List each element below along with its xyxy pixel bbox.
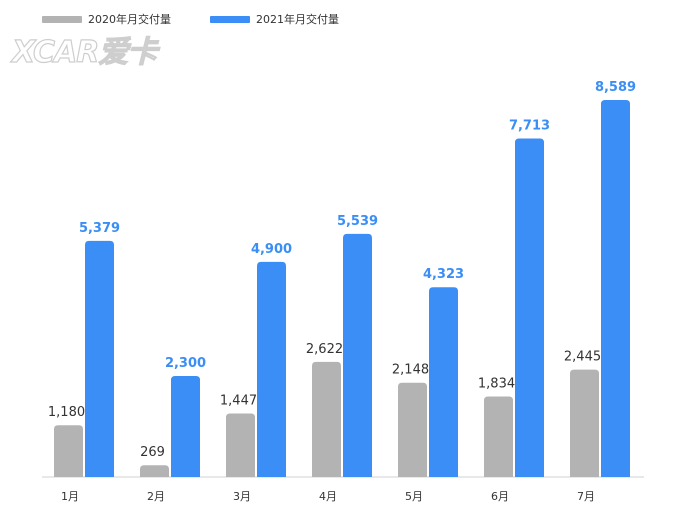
value-label-2020-2: 269 (140, 445, 165, 460)
value-label-2021-5: 4,323 (423, 267, 464, 282)
value-label-2021-4: 5,539 (337, 214, 378, 229)
bar-2020-5 (398, 382, 427, 477)
bar-group-1: 1,180 5,379 (48, 221, 120, 477)
bar-group-3: 1,447 4,900 (220, 242, 292, 477)
value-label-2020-1: 1,180 (48, 405, 85, 420)
legend-swatch-2021 (210, 16, 250, 23)
bar-2020-3 (226, 413, 255, 477)
bar-2021-2 (171, 376, 200, 477)
value-label-2021-7: 8,589 (595, 80, 636, 95)
x-tick-5: 5月 (405, 490, 423, 503)
x-tick-1: 1月 (61, 490, 79, 503)
bar-2021-1 (85, 240, 114, 477)
bar-2021-3 (257, 261, 286, 477)
legend-label-2020: 2020年月交付量 (88, 12, 171, 26)
x-tick-3: 3月 (233, 490, 251, 503)
value-label-2020-5: 2,148 (392, 363, 429, 378)
value-label-2020-4: 2,622 (306, 342, 343, 357)
bar-2021-6 (515, 138, 544, 478)
bar-2021-5 (429, 287, 458, 477)
bar-2020-4 (312, 361, 341, 477)
bar-group-5: 2,148 4,323 (392, 267, 464, 477)
value-label-2021-1: 5,379 (79, 221, 120, 236)
bar-2020-7 (570, 369, 599, 477)
x-tick-7: 7月 (577, 490, 595, 503)
watermark-text: XCAR爱卡 (10, 35, 160, 70)
bar-2020-6 (484, 396, 513, 477)
x-tick-2: 2月 (147, 490, 165, 503)
value-label-2020-7: 2,445 (564, 350, 601, 365)
bar-2021-4 (343, 233, 372, 477)
bar-groups: 1,1805,3792692,3001,4474,9002,6225,5392,… (48, 80, 636, 478)
x-tick-4: 4月 (319, 490, 337, 503)
bar-2020-1 (54, 425, 83, 477)
value-label-2020-3: 1,447 (220, 393, 257, 408)
chart-legend: 2020年月交付量 2021年月交付量 (42, 12, 339, 26)
bar-group-2: 269 2,300 (140, 356, 206, 477)
bar-group-6: 1,834 7,713 (478, 118, 550, 478)
watermark: XCAR爱卡 (9, 34, 162, 70)
bar-2021-7 (601, 100, 630, 477)
x-axis-ticks: 1月 2月 3月 4月 5月 6月 7月 (61, 490, 595, 503)
value-label-2021-6: 7,713 (509, 118, 550, 133)
x-tick-6: 6月 (491, 490, 509, 503)
bar-group-4: 2,622 5,539 (306, 214, 378, 477)
value-label-2020-6: 1,834 (478, 376, 515, 391)
value-label-2021-3: 4,900 (251, 242, 292, 257)
bar-group-7: 2,445 8,589 (564, 80, 636, 477)
legend-swatch-2020 (42, 16, 82, 23)
legend-label-2021: 2021年月交付量 (256, 12, 339, 26)
value-label-2021-2: 2,300 (165, 356, 206, 371)
bar-2020-2 (140, 465, 169, 477)
